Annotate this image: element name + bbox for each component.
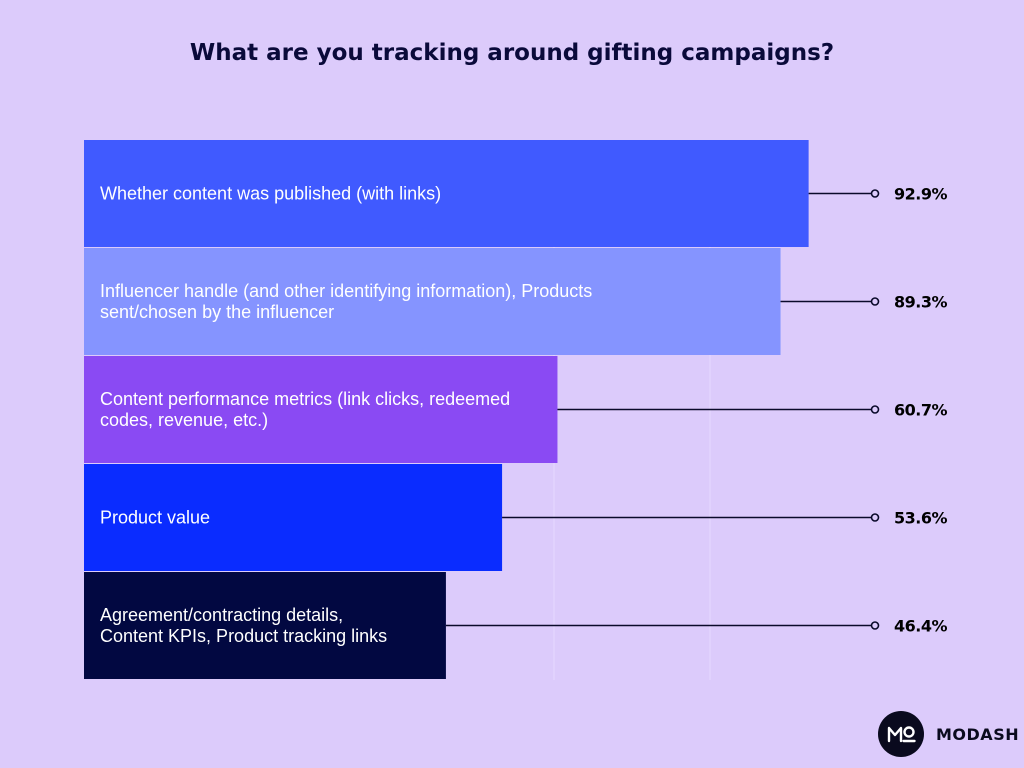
value-connectors [445, 189, 880, 630]
category-label: Content performance metrics (link clicks… [100, 389, 510, 430]
category-label: Influencer handle (and other identifying… [100, 281, 592, 322]
value-label: 53.6% [894, 509, 947, 528]
category-label: Whether content was published (with link… [100, 184, 441, 204]
connector-dot [870, 405, 880, 414]
category-label-line: codes, revenue, etc.) [100, 410, 268, 430]
modash-logo-icon [878, 711, 924, 757]
category-label-line: Content performance metrics (link clicks… [100, 389, 510, 409]
bar [84, 248, 781, 355]
bar-chart: 92.9% Whether content was published (with… [84, 140, 948, 680]
category-label-line: Agreement/contracting details, [100, 605, 343, 625]
category-label-line: Influencer handle (and other identifying… [100, 281, 592, 301]
value-label: 60.7% [894, 401, 947, 420]
connector-dot [870, 513, 880, 522]
category-label: Product value [100, 508, 210, 528]
bars [84, 140, 809, 679]
bar [84, 356, 558, 463]
connector-dot [870, 297, 880, 306]
category-label-line: sent/chosen by the influencer [100, 302, 334, 322]
labels: 92.9% Whether content was published (with… [100, 184, 948, 647]
category-label-line: Product value [100, 508, 210, 528]
category-label-line: Content KPIs, Product tracking links [100, 626, 387, 646]
category-label-line: Whether content was published (with link… [100, 184, 441, 204]
value-label: 46.4% [894, 617, 947, 636]
bar [84, 140, 809, 247]
value-label: 92.9% [894, 185, 947, 204]
brand-logo: MODASH [878, 711, 1019, 757]
bar [84, 572, 446, 679]
connector-dot [870, 621, 880, 630]
page-title: What are you tracking around gifting cam… [189, 40, 835, 66]
brand-name: MODASH [936, 724, 1020, 744]
category-label: Agreement/contracting details, Content KP… [100, 605, 387, 646]
bar [84, 464, 503, 571]
value-label: 89.3% [894, 293, 947, 312]
connector-dot [870, 189, 880, 198]
